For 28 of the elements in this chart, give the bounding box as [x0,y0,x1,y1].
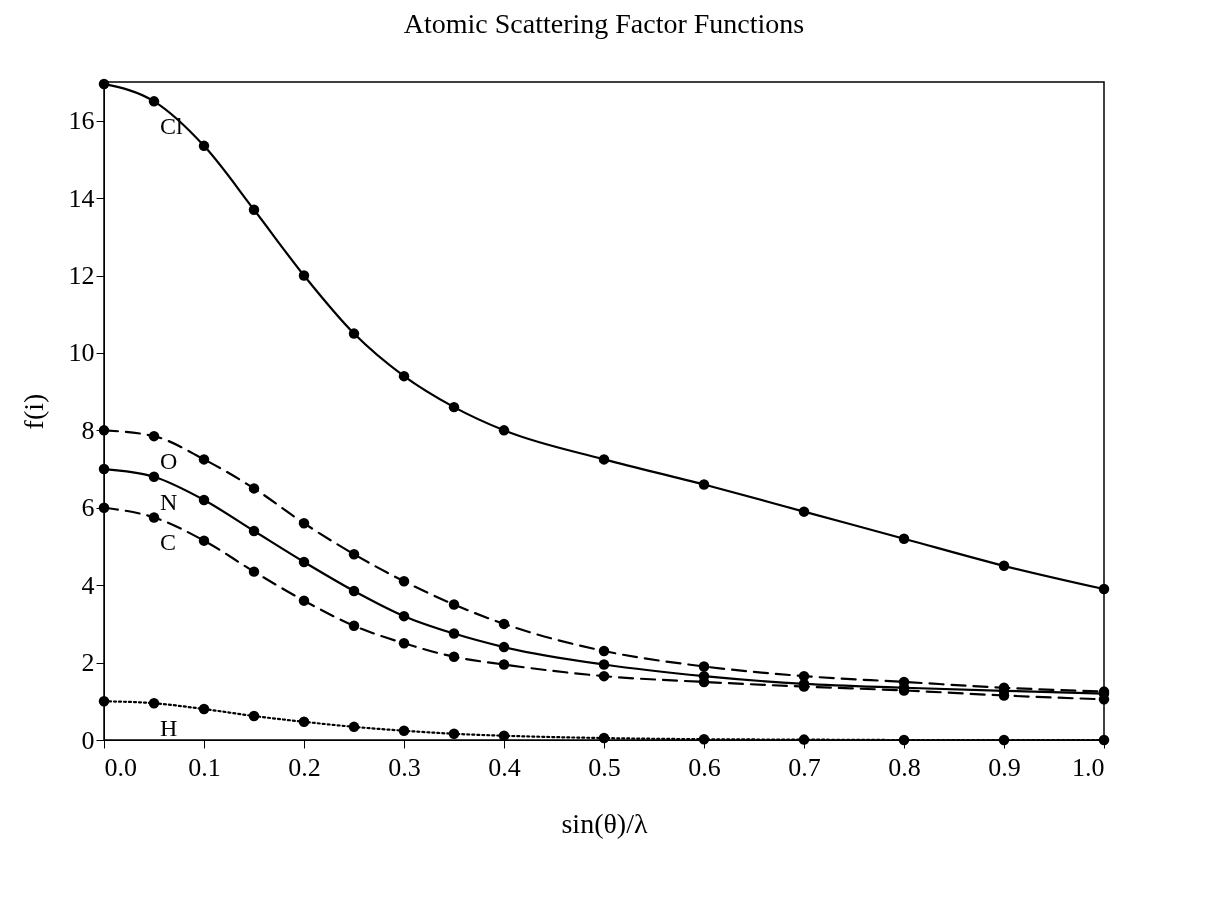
x-tick-label: 0.8 [888,752,921,782]
y-tick-label: 2 [81,648,95,678]
y-tick-label: 12 [68,261,95,291]
x-tick-label: 0.0 [104,752,137,782]
chart-title: Atomic Scattering Factor Functions [403,7,805,39]
y-tick-label: 4 [81,570,95,600]
y-tick-label: 16 [68,106,95,136]
x-tick-label: 0.7 [788,752,821,782]
x-tick-label: 0.2 [288,752,321,782]
series-label: H [160,715,178,742]
x-tick-label: 0.4 [488,752,521,782]
y-tick-label: 6 [81,493,95,523]
y-axis-title: f(i) [17,393,49,430]
x-tick-label: 1.0 [1072,752,1105,782]
x-tick-label: 0.3 [388,752,421,782]
y-tick-label: 14 [68,183,95,213]
y-tick-label: 0 [81,725,95,755]
x-axis-title: sin(θ)/λ [561,807,648,839]
x-tick-label: 0.1 [188,752,221,782]
x-tick-label: 0.6 [688,752,721,782]
series-label: O [160,448,178,475]
series-label: Cl [160,113,184,140]
x-tick-label: 0.5 [588,752,621,782]
series-label: C [160,529,177,556]
series-label: N [160,488,178,515]
x-tick-label: 0.9 [988,752,1021,782]
y-tick-label: 8 [81,415,95,445]
y-tick-label: 10 [68,338,95,368]
